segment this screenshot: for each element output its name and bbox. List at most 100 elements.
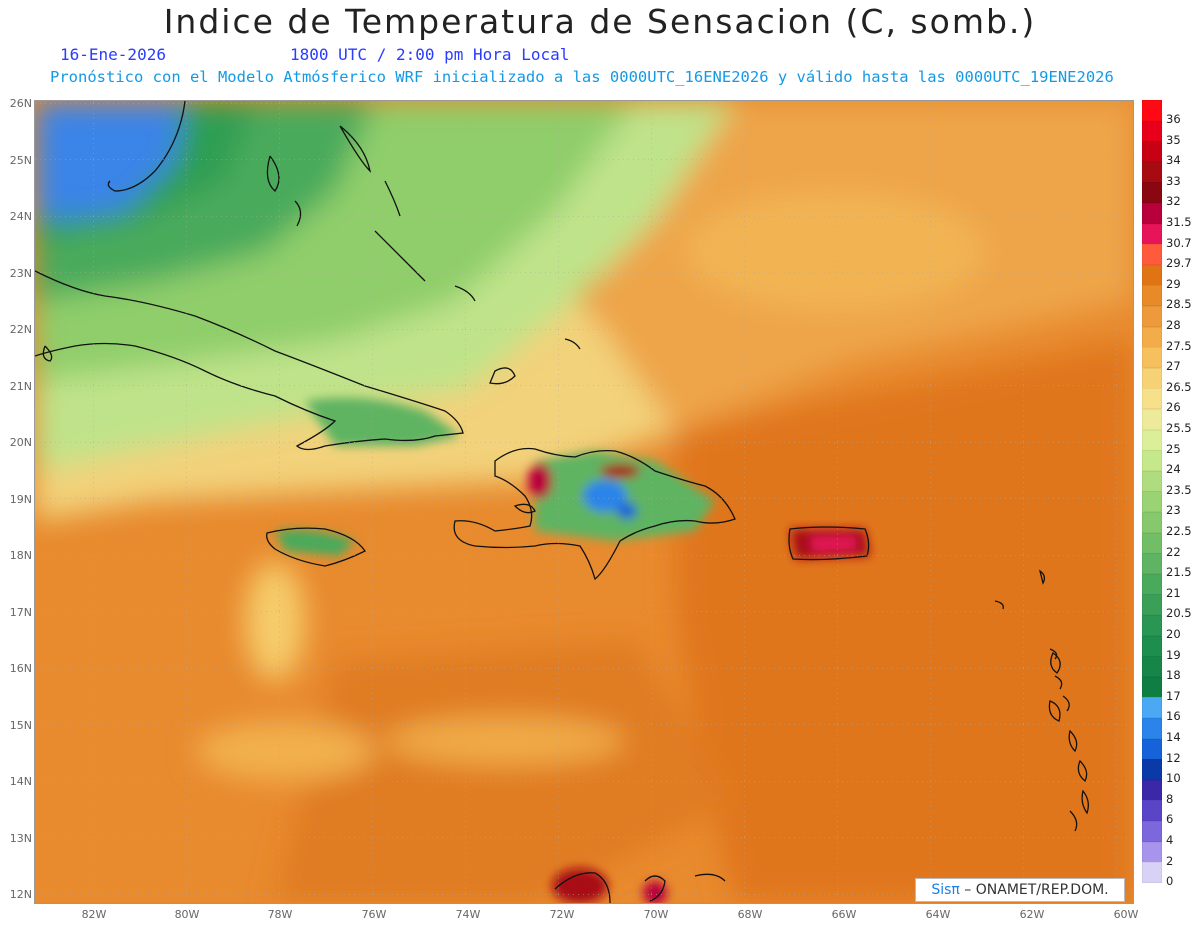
legend-swatch	[1142, 491, 1162, 513]
legend-swatch	[1142, 326, 1162, 348]
lat-label: 12N	[9, 888, 32, 901]
legend-label: 33	[1166, 173, 1181, 188]
legend-swatch	[1142, 409, 1162, 431]
legend-swatch	[1142, 779, 1162, 801]
legend-label: 16	[1166, 709, 1181, 724]
forecast-time: 1800 UTC / 2:00 pm Hora Local	[290, 45, 570, 64]
legend-swatch	[1142, 120, 1162, 142]
legend-swatch	[1142, 141, 1162, 163]
lat-label: 26N	[9, 97, 32, 110]
color-legend: 36 35 34 33 32 31.5 30.7 29.7 29 28.5 28 27.5 27 26.5…	[1142, 100, 1196, 906]
legend-swatch	[1142, 862, 1162, 884]
legend-swatch	[1142, 553, 1162, 575]
lon-label: 66W	[831, 908, 857, 921]
legend-swatch	[1142, 285, 1162, 307]
legend-label: 2	[1166, 853, 1174, 868]
lon-label: 68W	[737, 908, 763, 921]
lon-label: 74W	[455, 908, 481, 921]
legend-swatch	[1142, 367, 1162, 389]
legend-swatch	[1142, 388, 1162, 410]
legend-swatch	[1142, 161, 1162, 183]
legend-swatch	[1142, 656, 1162, 678]
legend-swatch	[1142, 676, 1162, 698]
legend-label: 20	[1166, 627, 1181, 641]
credit-brand: Sisπ	[931, 882, 960, 898]
legend-swatch	[1142, 532, 1162, 554]
lat-label: 15N	[9, 719, 32, 732]
legend-swatch	[1142, 573, 1162, 595]
legend-label: 30.7	[1166, 235, 1192, 250]
legend-label: 31.5	[1166, 215, 1192, 229]
legend-swatch	[1142, 738, 1162, 760]
legend-label: 26.5	[1166, 379, 1192, 394]
legend-swatch	[1142, 264, 1162, 286]
graticule	[35, 101, 1133, 903]
legend-label: 18	[1166, 668, 1181, 683]
lon-label: 72W	[549, 908, 575, 921]
legend-label: 28	[1166, 318, 1181, 332]
legend-label: 4	[1166, 833, 1174, 847]
credit-org: – ONAMET/REP.DOM.	[959, 882, 1109, 898]
legend-label: 29	[1166, 276, 1181, 291]
lat-label: 25N	[9, 154, 32, 167]
legend-label: 24	[1166, 462, 1181, 477]
legend-label: 34	[1166, 153, 1181, 168]
lat-label: 16N	[9, 662, 32, 675]
legend-label: 17	[1166, 688, 1181, 703]
legend-label: 23.5	[1166, 482, 1192, 497]
legend-label: 22.5	[1166, 524, 1192, 538]
legend-label: 25.5	[1166, 421, 1192, 435]
legend-swatch	[1142, 594, 1162, 616]
legend-label: 36	[1166, 112, 1181, 126]
legend-swatch	[1142, 203, 1162, 225]
legend-label: 27	[1166, 359, 1181, 374]
chart-title: Indice de Temperatura de Sensacion (C, s…	[163, 2, 1037, 41]
legend-swatch	[1142, 306, 1162, 328]
lat-label: 22N	[9, 323, 32, 336]
legend-swatch	[1142, 800, 1162, 822]
legend-label: 35	[1166, 132, 1181, 147]
lon-label: 60W	[1113, 908, 1139, 921]
legend-swatch	[1142, 821, 1162, 843]
map-canvas	[35, 101, 1133, 903]
legend-swatch	[1142, 347, 1162, 369]
legend-label: 12	[1166, 750, 1181, 765]
legend-label: 0	[1166, 874, 1174, 889]
legend-swatch	[1142, 615, 1162, 637]
lon-label: 70W	[643, 908, 669, 921]
legend-label: 10	[1166, 771, 1181, 786]
lat-label: 23N	[9, 267, 32, 280]
legend-swatch	[1142, 718, 1162, 740]
lon-label: 80W	[174, 908, 200, 921]
legend-swatch	[1142, 512, 1162, 534]
lat-label: 19N	[9, 493, 32, 506]
legend-label: 26	[1166, 400, 1181, 415]
legend-label: 27.5	[1166, 338, 1192, 353]
legend-label: 6	[1166, 812, 1174, 827]
model-run-info: Pronóstico con el Modelo Atmósferico WRF…	[50, 68, 1114, 86]
legend-swatch	[1142, 635, 1162, 657]
legend-label: 23	[1166, 503, 1181, 518]
legend-swatch	[1142, 223, 1162, 245]
temperature-map	[34, 100, 1134, 904]
lon-label: 76W	[361, 908, 387, 921]
legend-swatch	[1142, 429, 1162, 451]
legend-label: 28.5	[1166, 297, 1192, 312]
lon-label: 62W	[1019, 908, 1045, 921]
legend-swatch	[1142, 470, 1162, 492]
legend-swatch	[1142, 841, 1162, 863]
legend-swatch	[1142, 450, 1162, 472]
legend-swatch	[1142, 100, 1162, 122]
legend-swatch	[1142, 759, 1162, 781]
lat-label: 21N	[9, 380, 32, 393]
legend-swatch	[1142, 697, 1162, 719]
legend-label: 32	[1166, 194, 1181, 209]
lat-label: 13N	[9, 832, 32, 845]
lat-label: 17N	[9, 606, 32, 619]
lon-label: 82W	[81, 908, 107, 921]
credit-box: Sisπ – ONAMET/REP.DOM.	[915, 878, 1125, 902]
legend-label: 14	[1166, 730, 1181, 744]
lat-label: 14N	[9, 775, 32, 788]
lon-label: 64W	[925, 908, 951, 921]
lat-label: 18N	[9, 549, 32, 562]
